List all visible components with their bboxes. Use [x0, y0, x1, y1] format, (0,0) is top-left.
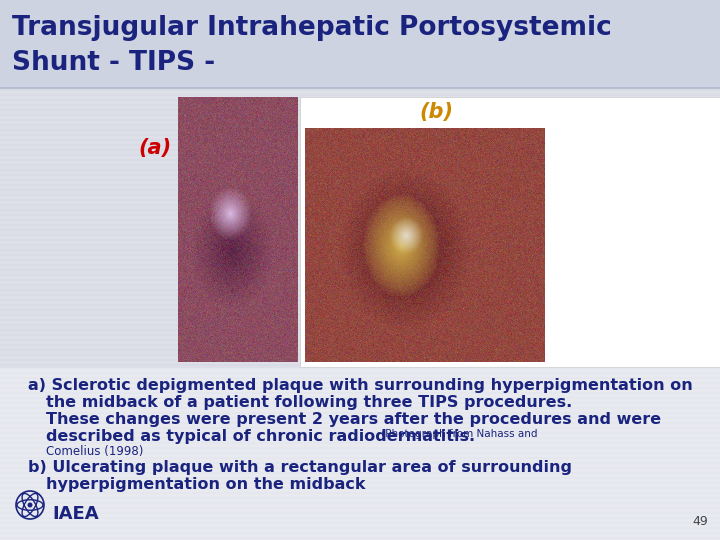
- Text: the midback of a patient following three TIPS procedures.: the midback of a patient following three…: [46, 395, 572, 410]
- Text: (Photograph from Nahass and: (Photograph from Nahass and: [378, 429, 538, 439]
- Circle shape: [27, 503, 32, 508]
- Text: Shunt - TIPS -: Shunt - TIPS -: [12, 50, 215, 76]
- Text: (b): (b): [419, 102, 453, 122]
- Text: described as typical of chronic radiodermatitis.: described as typical of chronic radioder…: [46, 429, 475, 444]
- Text: 49: 49: [692, 515, 708, 528]
- FancyBboxPatch shape: [0, 368, 720, 540]
- FancyBboxPatch shape: [300, 97, 720, 367]
- Text: hyperpigmentation on the midback: hyperpigmentation on the midback: [46, 477, 366, 492]
- FancyBboxPatch shape: [0, 0, 720, 88]
- Text: Transjugular Intrahepatic Portosystemic: Transjugular Intrahepatic Portosystemic: [12, 15, 612, 41]
- Text: IAEA: IAEA: [52, 505, 99, 523]
- Text: b) Ulcerating plaque with a rectangular area of surrounding: b) Ulcerating plaque with a rectangular …: [28, 460, 572, 475]
- Text: a) Sclerotic depigmented plaque with surrounding hyperpigmentation on: a) Sclerotic depigmented plaque with sur…: [28, 378, 693, 393]
- Text: (a): (a): [138, 138, 171, 158]
- Text: Comelius (1998): Comelius (1998): [46, 445, 143, 458]
- Text: These changes were present 2 years after the procedures and were: These changes were present 2 years after…: [46, 412, 661, 427]
